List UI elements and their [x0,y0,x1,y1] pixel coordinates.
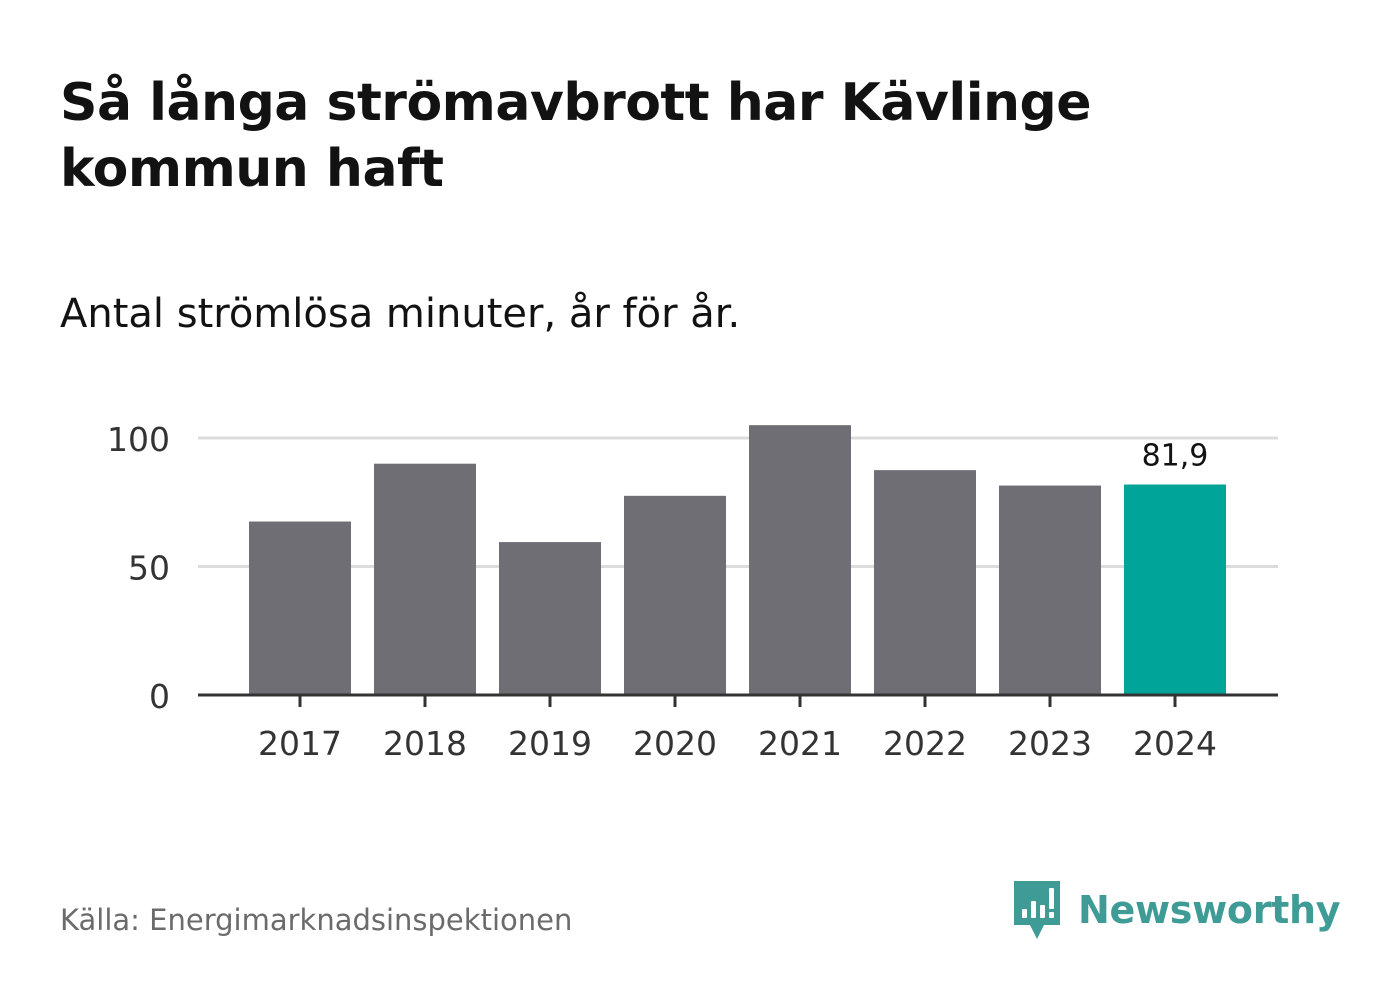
data-label: 81,9 [1142,439,1209,474]
bars [249,425,1226,695]
data-labels: 81,9 [1142,439,1209,474]
bar-2018 [374,463,476,695]
x-tick-label: 2018 [383,724,467,763]
bar-2017 [249,521,351,695]
bar-2021 [749,425,851,695]
chart-subtitle: Antal strömlösa minuter, år för år. [60,291,741,337]
gridlines [198,436,1278,568]
x-tick-label: 2017 [258,724,342,763]
x-tick-label: 2024 [1133,724,1217,763]
y-axis-ticks: 0 50 100 [107,420,170,716]
chart-title: Så långa strömavbrott har Kävlinge kommu… [60,73,1092,199]
x-tick-label: 2020 [633,724,717,763]
x-tick-label: 2022 [883,724,967,763]
bar-2024 [1124,484,1226,695]
bar-2019 [499,542,601,695]
brand[interactable]: Newsworthy [1012,878,1341,942]
newsworthy-logo-icon [1014,881,1060,939]
x-tick-label: 2021 [758,724,842,763]
brand-name: Newsworthy [1078,888,1341,932]
x-tick-label: 2023 [1008,724,1092,763]
bar-2023 [999,485,1101,695]
bar-2020 [624,495,726,695]
y-tick-label: 0 [149,677,170,716]
x-tick-label: 2019 [508,724,592,763]
y-tick-label: 50 [128,549,170,588]
bar-2022 [874,470,976,695]
y-tick-label: 100 [107,420,170,459]
x-axis-ticks: 2017 2018 2019 2020 2021 2022 2023 2024 [258,695,1217,763]
source-note: Källa: Energimarknadsinspektionen [60,903,573,937]
